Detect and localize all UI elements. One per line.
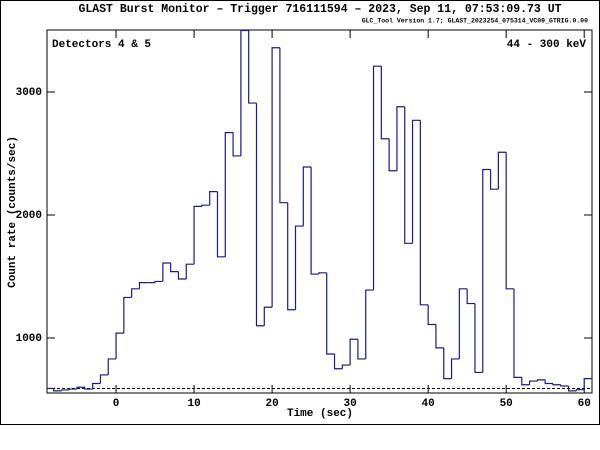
chart-title: GLAST Burst Monitor – Trigger 716111594 …: [78, 3, 561, 16]
histogram-step: [310, 167, 319, 275]
histogram-step: [99, 374, 109, 384]
histogram-step: [60, 389, 70, 391]
histogram-step: [552, 383, 561, 386]
histogram-step: [318, 272, 327, 275]
x-tick-label: 30: [344, 398, 357, 410]
histogram-step: [505, 152, 514, 290]
x-tick-label: 40: [422, 398, 435, 410]
histogram-step: [154, 280, 163, 283]
histogram-step: [357, 339, 366, 360]
histogram-step: [443, 347, 452, 380]
histogram-step: [466, 288, 475, 305]
x-tick-label: 10: [187, 398, 200, 410]
histogram-step: [341, 364, 351, 369]
histogram-step: [232, 132, 241, 157]
histogram-step: [380, 66, 390, 140]
histogram-step: [185, 263, 195, 279]
histogram-step: [76, 386, 85, 390]
histogram-step: [528, 380, 538, 385]
histogram-step: [482, 168, 491, 373]
histogram-step: [68, 388, 78, 390]
histogram-step: [294, 225, 304, 310]
histogram-step: [458, 288, 468, 359]
histogram-step: [84, 387, 93, 390]
histogram-step: [372, 65, 382, 291]
subtitle: GLC_Tool Version 1.7; GLAST_2023254_0753…: [362, 18, 588, 25]
histogram-step: [193, 205, 202, 265]
plot-area: [46, 29, 593, 394]
histogram-step: [240, 30, 249, 156]
y-tick-label: 1000: [16, 333, 42, 345]
histogram-step: [404, 106, 413, 244]
histogram-step: [450, 358, 460, 379]
histogram-step: [271, 47, 280, 308]
histogram-step: [53, 388, 62, 392]
histogram-step: [388, 138, 397, 172]
histogram-step: [497, 151, 507, 190]
histogram-step: [131, 288, 140, 298]
histogram-step: [201, 204, 210, 207]
x-tick-label: 0: [113, 398, 120, 410]
histogram-step: [248, 30, 257, 104]
histogram-step: [279, 47, 288, 204]
x-tick-label: 60: [578, 398, 591, 410]
histogram-step: [255, 103, 265, 327]
histogram-step: [419, 120, 429, 306]
histogram-step: [435, 324, 444, 349]
histogram-step: [521, 377, 530, 386]
histogram-step: [224, 131, 234, 257]
histogram-step: [513, 288, 522, 378]
histogram-step: [427, 304, 436, 326]
histogram-step: [411, 119, 421, 244]
histogram-step: [583, 378, 592, 390]
annotation: Detectors 4 & 5: [52, 39, 151, 51]
y-tick-label: 2000: [16, 210, 42, 222]
histogram-step: [216, 191, 226, 258]
histogram-step: [177, 271, 187, 280]
y-tick-label: 3000: [16, 87, 42, 99]
histogram-step: [263, 306, 273, 326]
annotation: 44 - 300 keV: [507, 39, 587, 51]
frame: [0, 0, 600, 425]
histogram-step: [365, 289, 374, 359]
x-tick-label: 20: [265, 398, 278, 410]
histogram-step: [567, 385, 577, 392]
histogram-step: [560, 384, 569, 387]
histogram-step: [544, 379, 553, 385]
histogram-step: [115, 332, 124, 359]
x-tick-label: 50: [500, 398, 513, 410]
histogram-step: [474, 303, 483, 374]
histogram-step: [489, 169, 499, 190]
histogram-step: [162, 262, 171, 282]
histogram-step: [536, 379, 546, 382]
histogram-step: [138, 282, 148, 289]
histogram-step: [123, 296, 132, 334]
x-axis-label: Time (sec): [287, 408, 353, 420]
histogram-step: [287, 202, 296, 311]
histogram-step: [170, 262, 179, 273]
histogram-step: [326, 272, 335, 355]
y-axis-label: Count rate (counts/sec): [7, 136, 19, 288]
histogram-step: [349, 338, 358, 366]
histogram-step: [92, 382, 101, 390]
histogram-step: [575, 389, 585, 391]
histogram-step: [209, 191, 218, 206]
histogram-step: [107, 358, 117, 375]
histogram-step: [302, 166, 312, 227]
histogram-step: [396, 106, 405, 171]
histogram-step: [333, 354, 343, 370]
